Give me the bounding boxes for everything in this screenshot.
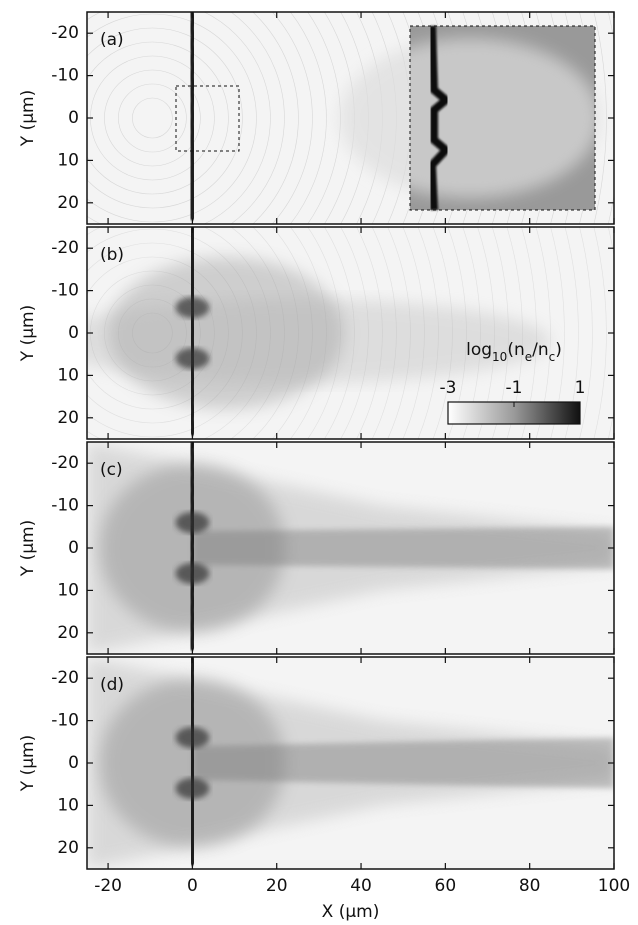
y-axis-label: Y (µm) [18,735,38,792]
panel-label: (c) [100,460,123,480]
y-axis-label: Y (µm) [18,520,38,577]
inset [340,25,600,211]
wave-front [230,12,285,224]
target-foil [187,657,198,866]
y-tick-label: 0 [68,753,79,773]
y-tick-label: 20 [57,408,79,428]
wave-front [271,12,313,224]
x-axis-label: X (µm) [322,902,380,922]
colorbar-label-part: /n [532,340,549,360]
y-tick-label: -10 [51,66,79,86]
wave-front [593,12,607,224]
wave-front [564,227,579,439]
wave-front [535,227,551,439]
jet [192,526,614,570]
colorbar-label-part: log [466,340,492,360]
inset-region [175,85,240,152]
panel: -20 0 20 40 60 80 100 -20 -10 0 10 20 Y (µm) X (µm) (d… [18,656,630,922]
x-tick-label: 20 [266,876,288,896]
wave-front [87,41,229,195]
y-tick-label: -10 [51,281,79,301]
inset-haze [340,38,600,198]
wave-front [87,13,257,223]
wave-front [578,227,593,439]
wave-front [132,97,173,139]
density-map [87,657,614,869]
wave-front [118,83,187,153]
y-tick-label: -20 [51,668,79,688]
foil-blob [175,562,210,584]
x-tick-label: 0 [187,876,198,896]
wave-front [289,12,327,224]
wave-front [593,227,607,439]
y-tick-label: 10 [57,365,79,385]
foil-blob [175,297,210,319]
x-tick-label: 80 [519,876,541,896]
colorbar-label-part: 10 [492,350,507,364]
y-tick-label: 0 [68,538,79,558]
panel: -20 -10 0 10 20 Y (µm) (a) [18,11,615,225]
panel: -20 -10 0 10 20 Y (µm) (c) [18,441,615,655]
y-tick-label: 20 [57,838,79,858]
y-tick-label: 10 [57,795,79,815]
density-map [87,12,614,224]
wave-front [550,227,565,439]
colorbar-label-part: (n [507,340,524,360]
panel-label: (a) [100,30,124,50]
x-tick-label: 100 [598,876,630,896]
y-tick-label: -20 [51,23,79,43]
colorbar-label: log10(ne/nc) [466,340,562,364]
y-tick-label: 10 [57,150,79,170]
y-tick-label: 20 [57,623,79,643]
colorbar-label-part: c [549,350,556,364]
target-foil [187,227,198,436]
colorbar-tick-label: -1 [506,378,523,398]
jet [192,737,614,789]
y-tick-label: 0 [68,323,79,343]
colorbar-label-part: ) [555,340,562,360]
x-tick-label: -20 [94,876,122,896]
foil-blob [175,727,210,749]
target-foil [187,12,198,221]
y-tick-label: -20 [51,453,79,473]
y-tick-label: -10 [51,711,79,731]
x-tick-label: 60 [435,876,457,896]
y-tick-label: 0 [68,108,79,128]
x-tick-label: 40 [350,876,372,896]
colorbar-tick-label: 1 [575,378,586,398]
y-tick-label: 10 [57,580,79,600]
y-tick-label: 20 [57,193,79,213]
foil-blob [175,347,210,369]
panel-label: (d) [100,675,124,695]
target-foil [187,442,198,651]
wave-front [252,12,299,224]
foil-blob [175,512,210,534]
y-tick-label: -20 [51,238,79,258]
y-axis-label: Y (µm) [18,305,38,362]
inset-frame [409,25,596,211]
colorbar-tick-label: -3 [440,378,457,398]
inset-foil [427,25,453,211]
wave-front [87,27,243,209]
y-tick-label: -10 [51,496,79,516]
y-axis-label: Y (µm) [18,90,38,147]
density-map [87,442,614,654]
wave-front [104,69,201,167]
foil-blob [175,777,210,799]
panel-label: (b) [100,245,124,265]
wave-front [87,12,271,224]
colorbar-label-part: e [525,350,532,364]
